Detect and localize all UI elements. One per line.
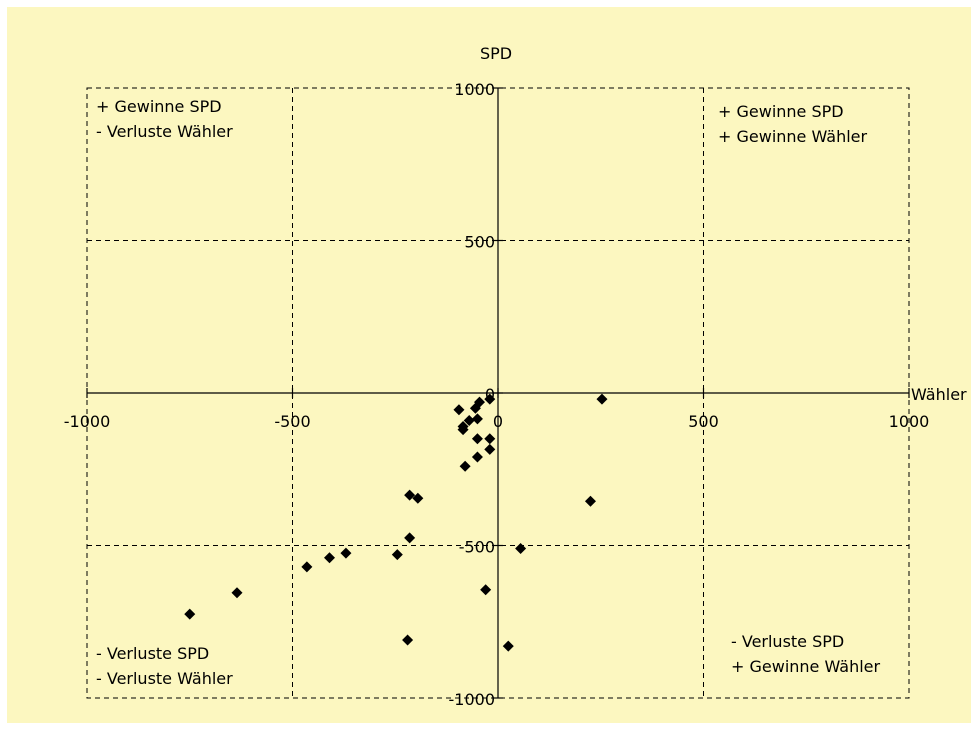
- data-point-1: [484, 393, 496, 405]
- y-tick-label-0: -1000: [449, 690, 496, 709]
- data-point-26: [402, 634, 414, 646]
- data-point-18: [515, 543, 527, 555]
- quadrant-bottom-left-line-2: - Verluste Wähler: [96, 669, 233, 688]
- quadrant-bottom-right-line-1: - Verluste SPD: [731, 632, 844, 651]
- quadrant-top-right-line-1: + Gewinne SPD: [718, 102, 844, 121]
- y-tick-label-3: 500: [464, 233, 495, 252]
- x-tick-label-0: -1000: [64, 412, 111, 431]
- quadrant-top-left-line-1: + Gewinne SPD: [96, 97, 222, 116]
- quadrant-bottom-left-line-1: - Verluste SPD: [96, 644, 209, 663]
- data-point-0: [596, 393, 608, 405]
- quadrant-top-right-line-2: + Gewinne Wähler: [718, 127, 868, 146]
- x-tick-label-2: 0: [493, 412, 503, 431]
- data-point-22: [301, 561, 313, 573]
- data-point-16: [584, 495, 596, 507]
- data-point-4: [463, 414, 475, 426]
- data-point-7: [471, 413, 483, 425]
- axes: [86, 87, 910, 699]
- data-point-13: [459, 460, 471, 472]
- y-axis-title: SPD: [480, 44, 512, 63]
- x-tick-label-4: 1000: [889, 412, 930, 431]
- data-point-8: [457, 424, 469, 436]
- data-point-10: [484, 433, 496, 445]
- data-point-21: [323, 552, 335, 564]
- data-point-19: [340, 547, 352, 559]
- data-point-3: [469, 402, 481, 414]
- data-point-20: [391, 549, 403, 561]
- data-point-15: [412, 492, 424, 504]
- y-tick-label-4: 1000: [454, 80, 495, 99]
- data-point-9: [471, 433, 483, 445]
- data-points: [184, 393, 608, 652]
- data-point-25: [184, 608, 196, 620]
- chart-panel: [7, 7, 971, 723]
- data-point-14: [404, 489, 416, 501]
- x-tick-label-1: -500: [274, 412, 310, 431]
- data-point-6: [453, 404, 465, 416]
- y-tick-label-1: -500: [459, 538, 495, 557]
- data-point-24: [480, 584, 492, 596]
- x-axis-title: Wähler: [911, 385, 967, 404]
- data-point-17: [404, 532, 416, 544]
- data-point-23: [231, 587, 243, 599]
- data-point-11: [484, 443, 496, 455]
- quadrant-top-left-line-2: - Verluste Wähler: [96, 122, 233, 141]
- quadrant-bottom-right-line-2: + Gewinne Wähler: [731, 657, 881, 676]
- x-tick-label-3: 500: [688, 412, 719, 431]
- data-point-12: [471, 451, 483, 463]
- data-point-27: [502, 640, 514, 652]
